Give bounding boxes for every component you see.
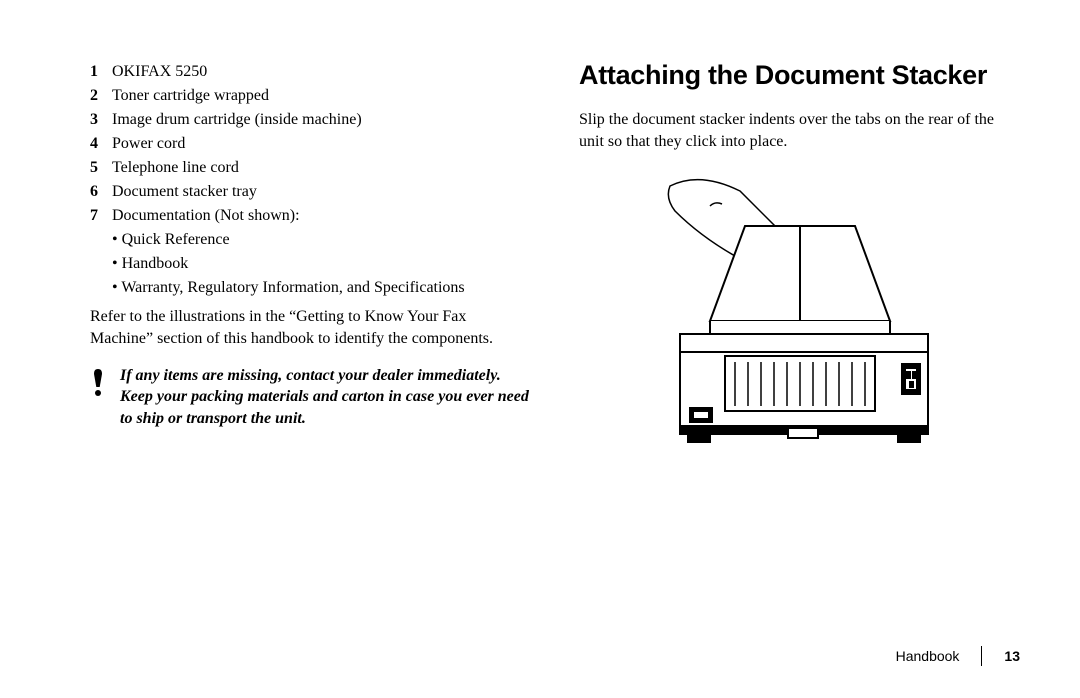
footer-label: Handbook bbox=[896, 648, 960, 664]
important-note: If any items are missing, contact your d… bbox=[90, 365, 531, 430]
item-text: OKIFAX 5250 bbox=[112, 60, 207, 84]
item-number: 7 bbox=[90, 204, 112, 228]
section-heading: Attaching the Document Stacker bbox=[579, 60, 1020, 91]
documentation-bullets: Quick Reference Handbook Warranty, Regul… bbox=[112, 228, 531, 300]
item-text: Toner cartridge wrapped bbox=[112, 84, 269, 108]
item-text: Image drum cartridge (inside machine) bbox=[112, 108, 362, 132]
list-item: 7Documentation (Not shown): bbox=[90, 204, 531, 228]
item-number: 3 bbox=[90, 108, 112, 132]
bullet-item: Warranty, Regulatory Information, and Sp… bbox=[112, 276, 531, 300]
left-column: 1OKIFAX 5250 2Toner cartridge wrapped 3I… bbox=[90, 60, 531, 466]
list-item: 2Toner cartridge wrapped bbox=[90, 84, 531, 108]
illustration bbox=[579, 176, 1020, 466]
page-footer: Handbook 13 bbox=[896, 646, 1020, 666]
item-text: Power cord bbox=[112, 132, 185, 156]
item-number: 2 bbox=[90, 84, 112, 108]
bullet-item: Handbook bbox=[112, 252, 531, 276]
package-contents-list: 1OKIFAX 5250 2Toner cartridge wrapped 3I… bbox=[90, 60, 531, 228]
list-item: 1OKIFAX 5250 bbox=[90, 60, 531, 84]
list-item: 3Image drum cartridge (inside machine) bbox=[90, 108, 531, 132]
footer-divider bbox=[981, 646, 982, 666]
right-column: Attaching the Document Stacker Slip the … bbox=[579, 60, 1020, 466]
exclamation-icon bbox=[90, 365, 120, 402]
page-number: 13 bbox=[1004, 648, 1020, 664]
list-item: 5Telephone line cord bbox=[90, 156, 531, 180]
item-number: 4 bbox=[90, 132, 112, 156]
refer-paragraph: Refer to the illustrations in the “Getti… bbox=[90, 306, 531, 351]
instruction-paragraph: Slip the document stacker indents over t… bbox=[579, 109, 1020, 154]
list-item: 4Power cord bbox=[90, 132, 531, 156]
page-columns: 1OKIFAX 5250 2Toner cartridge wrapped 3I… bbox=[90, 60, 1020, 466]
item-number: 6 bbox=[90, 180, 112, 204]
item-text: Documentation (Not shown): bbox=[112, 204, 300, 228]
item-number: 5 bbox=[90, 156, 112, 180]
item-text: Telephone line cord bbox=[112, 156, 239, 180]
item-number: 1 bbox=[90, 60, 112, 84]
bullet-item: Quick Reference bbox=[112, 228, 531, 252]
note-text: If any items are missing, contact your d… bbox=[120, 365, 531, 430]
list-item: 6Document stacker tray bbox=[90, 180, 531, 204]
item-text: Document stacker tray bbox=[112, 180, 257, 204]
stacker-diagram-icon bbox=[640, 176, 960, 466]
